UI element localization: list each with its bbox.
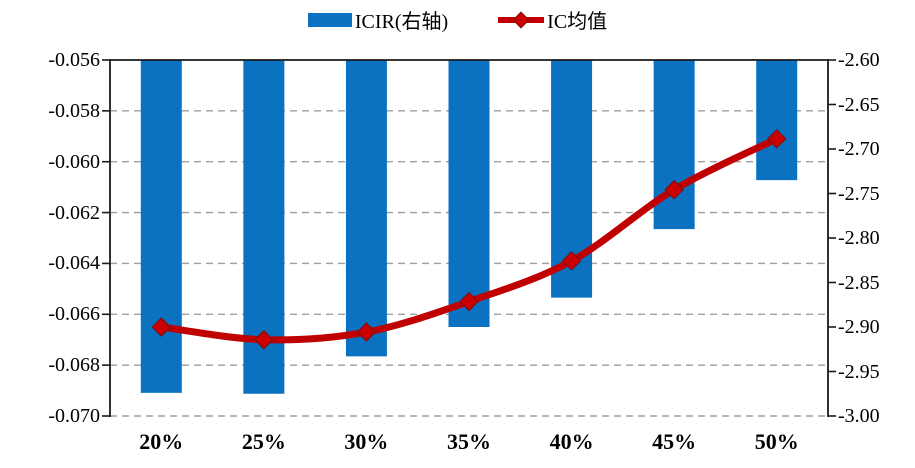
ic-mean-marker-50% — [766, 128, 787, 149]
x-axis-label: 25% — [241, 429, 286, 454]
right-axis-label: -2.65 — [838, 93, 880, 116]
left-axis-label: -0.056 — [48, 49, 100, 71]
ic-mean-marker-40% — [561, 251, 582, 271]
bar-20% — [140, 60, 182, 393]
bar-30% — [345, 60, 387, 357]
ic-mean-marker-30% — [356, 322, 377, 342]
right-axis-label: -2.70 — [838, 138, 880, 160]
x-axis-label: 40% — [549, 429, 594, 454]
x-axis-label: 45% — [652, 429, 697, 454]
right-axis-label: -2.80 — [838, 227, 880, 249]
bar-swatch-icon — [307, 12, 352, 27]
ic-mean-marker-45% — [664, 179, 684, 200]
legend-item-icir: ICIR(右轴) — [307, 5, 449, 34]
line-diamond-icon — [498, 11, 545, 29]
left-axis-label: -0.068 — [48, 354, 100, 377]
ic-mean-marker-20% — [151, 317, 172, 337]
x-axis-label: 50% — [754, 429, 799, 454]
chart-legend: ICIR(右轴) IC均值 — [0, 5, 915, 34]
right-axis-label: -2.90 — [838, 316, 880, 338]
right-axis-label: -2.60 — [838, 49, 880, 71]
x-axis-label: 30% — [344, 429, 389, 454]
ic-mean-marker-35% — [459, 291, 479, 312]
left-axis-label: -0.070 — [48, 405, 100, 427]
right-axis-label: -2.75 — [838, 182, 880, 205]
legend-label-ic-mean: IC均值 — [547, 11, 608, 33]
right-axis-label: -2.95 — [838, 360, 880, 383]
left-axis-label: -0.064 — [48, 252, 100, 275]
right-axis-label: -3.00 — [838, 405, 880, 427]
bar-50% — [756, 60, 798, 181]
ic-mean-marker-25% — [254, 329, 274, 350]
bar-35% — [448, 60, 490, 327]
right-axis-label: -2.85 — [838, 271, 880, 294]
left-axis-label: -0.062 — [48, 201, 100, 224]
x-axis-label: 35% — [447, 429, 491, 454]
left-axis-label: -0.066 — [48, 303, 100, 326]
legend-label-icir: ICIR(右轴) — [354, 11, 449, 33]
legend-item-ic-mean: IC均值 — [498, 5, 607, 34]
left-axis-label: -0.058 — [48, 99, 100, 122]
left-axis-label: -0.060 — [48, 150, 100, 173]
bar-45% — [653, 60, 695, 230]
x-axis-label: 20% — [139, 429, 184, 454]
